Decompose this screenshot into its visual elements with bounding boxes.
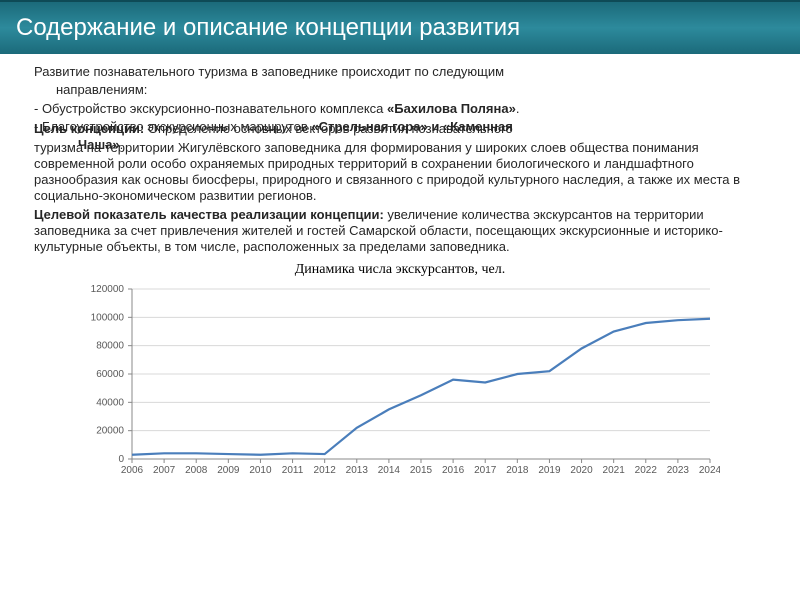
svg-text:2017: 2017 — [474, 465, 497, 476]
goal-rest: туризма на территории Жигулёвского запов… — [34, 140, 766, 205]
svg-text:2014: 2014 — [378, 465, 401, 476]
svg-text:2024: 2024 — [699, 465, 720, 476]
goal-label: Цель концепции: — [34, 121, 144, 136]
slide: Содержание и описание концепции развития… — [0, 0, 800, 600]
line-chart: 0 20000 40000 60000 80000 100000 120000 2006 200… — [80, 281, 720, 481]
svg-text:2009: 2009 — [217, 465, 240, 476]
svg-text:2012: 2012 — [314, 465, 337, 476]
svg-text:2011: 2011 — [282, 465, 304, 476]
bullet-1-text-c: . — [516, 101, 520, 116]
chart-container: Динамика числа экскурсантов, чел. 0 20000… — [80, 261, 720, 485]
svg-text:100000: 100000 — [91, 312, 125, 323]
title-bar: Содержание и описание концепции развития — [0, 0, 800, 54]
kpi-block: Целевой показатель качества реализации к… — [34, 207, 766, 256]
svg-text:0: 0 — [118, 454, 124, 465]
svg-text:2008: 2008 — [185, 465, 208, 476]
intro-line-2: направлениям: — [34, 82, 766, 98]
svg-text:2010: 2010 — [249, 465, 272, 476]
bullet-1: - Обустройство экскурсионно-познавательн… — [34, 101, 766, 117]
bullet-1-text-a: - Обустройство экскурсионно-познавательн… — [34, 101, 387, 116]
svg-text:20000: 20000 — [96, 425, 124, 436]
svg-text:2007: 2007 — [153, 465, 176, 476]
svg-text:2016: 2016 — [442, 465, 465, 476]
goal-line-1: Цель концепции: Определение основных век… — [34, 121, 766, 137]
chart-title: Динамика числа экскурсантов, чел. — [80, 261, 720, 279]
svg-text:2019: 2019 — [538, 465, 561, 476]
svg-text:2023: 2023 — [667, 465, 690, 476]
svg-text:2020: 2020 — [570, 465, 593, 476]
kpi-label: Целевой показатель качества реализации к… — [34, 207, 384, 222]
svg-text:2013: 2013 — [346, 465, 369, 476]
svg-text:2015: 2015 — [410, 465, 433, 476]
svg-text:60000: 60000 — [96, 369, 124, 380]
page-title: Содержание и описание концепции развития — [16, 14, 520, 42]
bullet-1-bold: «Бахилова Поляна» — [387, 101, 516, 116]
svg-text:2018: 2018 — [506, 465, 529, 476]
svg-text:2021: 2021 — [603, 465, 626, 476]
intro-line-1: Развитие познавательного туризма в запов… — [34, 64, 766, 80]
content-area: Развитие познавательного туризма в запов… — [0, 54, 800, 489]
svg-text:40000: 40000 — [96, 397, 124, 408]
svg-text:2022: 2022 — [635, 465, 658, 476]
goal-over: Определение основных векторов развития п… — [144, 121, 513, 136]
svg-text:80000: 80000 — [96, 340, 124, 351]
svg-text:2006: 2006 — [121, 465, 144, 476]
svg-text:120000: 120000 — [91, 284, 125, 295]
